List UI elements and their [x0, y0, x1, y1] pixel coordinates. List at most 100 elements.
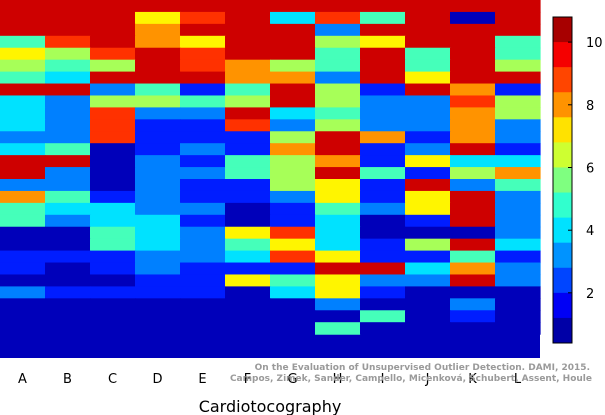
heatmap-cell [315, 274, 361, 287]
heatmap-cell [450, 107, 496, 120]
heatmap-cell [45, 59, 91, 73]
heatmap-cell [450, 155, 496, 168]
heatmap-cell [180, 262, 226, 276]
heatmap-cell [450, 298, 496, 311]
heatmap-cell [315, 298, 361, 311]
heatmap-cell [270, 226, 316, 240]
heatmap-cell [225, 47, 271, 61]
heatmap-cell [225, 274, 271, 287]
heatmap-cell [405, 95, 451, 108]
heatmap-cell [450, 310, 496, 323]
heatmap-cell [405, 143, 451, 156]
heatmap-cell [495, 95, 541, 108]
heatmap-cell [90, 167, 136, 180]
x-tick-label: A [18, 372, 27, 387]
heatmap-cell [405, 155, 451, 168]
heatmap-cell [405, 47, 451, 61]
colorbar-segment [553, 267, 572, 294]
heatmap-cell [405, 322, 451, 335]
heatmap-cell [0, 179, 46, 192]
heatmap-cell [450, 250, 496, 264]
heatmap-cell [135, 95, 181, 108]
heatmap-cell [450, 83, 496, 97]
heatmap-cell [0, 107, 46, 120]
heatmap-cell [0, 214, 46, 228]
heatmap-cell [450, 71, 496, 85]
heatmap-cell [90, 202, 136, 216]
heatmap-cell [450, 35, 496, 49]
heatmap-cell [270, 107, 316, 120]
heatmap-cell [225, 167, 271, 180]
heatmap-cell [135, 143, 181, 156]
heatmap-cell [360, 250, 406, 264]
heatmap-cell [45, 35, 91, 49]
x-axis-label: Cardiotocography [199, 397, 342, 415]
heatmap-cell [225, 35, 271, 49]
heatmap-cell [270, 214, 316, 228]
heatmap-cell [360, 23, 406, 37]
heatmap-cell [45, 95, 91, 108]
heatmap-cell [180, 107, 226, 120]
heatmap-cell [180, 47, 226, 61]
heatmap-cell [45, 119, 91, 132]
heatmap-cell [315, 262, 361, 276]
heatmap-cell [495, 23, 541, 37]
heatmap-cell [315, 83, 361, 97]
heatmap-cell [495, 214, 541, 228]
heatmap-cell [450, 238, 496, 252]
heatmap-cell [0, 131, 46, 144]
heatmap-cell [90, 226, 136, 240]
heatmap-cell [270, 190, 316, 204]
heatmap-cell [0, 226, 46, 240]
heatmap-cell [90, 95, 136, 108]
heatmap-cell [45, 179, 91, 192]
heatmap-cell [495, 274, 541, 287]
heatmap-cell [45, 250, 91, 264]
heatmap-cell [405, 83, 451, 97]
heatmap-cell [135, 0, 181, 13]
heatmap-cell [360, 155, 406, 168]
heatmap-cell [405, 23, 451, 37]
colorbar-tick-label: 6 [586, 162, 594, 177]
heatmap-cell [495, 0, 541, 13]
heatmap-cell [45, 214, 91, 228]
heatmap-cell [270, 47, 316, 61]
heatmap-cell [360, 179, 406, 192]
heatmap-cell [0, 47, 46, 61]
heatmap-cell [315, 250, 361, 264]
heatmap-cell [90, 71, 136, 85]
heatmap-cell [45, 226, 91, 240]
heatmap-cell [270, 310, 316, 323]
heatmap-cell [0, 71, 46, 85]
heatmap-cell [45, 262, 91, 276]
heatmap-cell [225, 322, 271, 335]
colorbar-segment [553, 17, 572, 43]
heatmap-cell [45, 167, 91, 180]
heatmap-cell [405, 119, 451, 132]
heatmap-cell [225, 262, 271, 276]
heatmap-cell [45, 47, 91, 61]
heatmap-cell [135, 202, 181, 216]
heatmap-cell [225, 155, 271, 168]
x-tick-label: E [198, 372, 206, 387]
heatmap-cell [0, 274, 46, 287]
heatmap-cell [90, 107, 136, 120]
heatmap-cell [180, 238, 226, 252]
colorbar-tick-label: 8 [586, 99, 594, 114]
heatmap-cell [315, 310, 361, 323]
heatmap-cell [135, 179, 181, 192]
heatmap-cell [270, 238, 316, 252]
x-tick-label: G [287, 372, 297, 387]
heatmap-cell [315, 107, 361, 120]
colorbar-segment [553, 167, 572, 194]
x-tick-label: B [63, 372, 72, 387]
heatmap-cell [180, 202, 226, 216]
heatmap-cell [315, 11, 361, 25]
heatmap-cell [135, 298, 181, 311]
x-tick-label: I [381, 372, 385, 387]
heatmap-cell [45, 71, 91, 85]
heatmap-cell [90, 214, 136, 228]
heatmap-cell [90, 59, 136, 73]
heatmap-cell [450, 179, 496, 192]
heatmap-cell [90, 274, 136, 287]
